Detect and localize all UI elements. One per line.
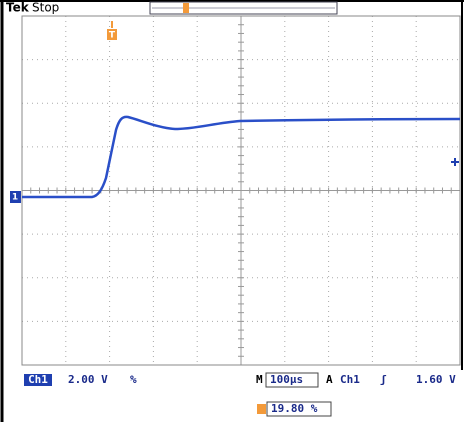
coupling: % — [130, 373, 137, 386]
trigger-source: Ch1 — [340, 373, 360, 386]
time-label: M — [256, 373, 263, 386]
vertical-scale: 2.00 V — [68, 373, 108, 386]
trigger-position: 19.80 % — [271, 402, 318, 415]
trigger-mode: A — [326, 373, 333, 386]
trigger-marker-label: T — [109, 31, 116, 41]
scope-screen: Tek Stop T 1 Ch1 2.00 V % M 100µs A Ch1 … — [0, 0, 464, 422]
acquisition-status: Stop — [32, 1, 59, 15]
position-marker — [257, 404, 266, 414]
channel-label: Ch1 — [28, 373, 48, 386]
ground-marker-label: 1 — [12, 193, 18, 203]
trigger-level: 1.60 V — [416, 373, 456, 386]
timebase: 100µs — [270, 373, 303, 386]
brand: Tek — [6, 1, 30, 15]
record-position — [183, 3, 189, 13]
trigger-slope: ʃ — [380, 373, 387, 386]
background — [0, 0, 464, 422]
